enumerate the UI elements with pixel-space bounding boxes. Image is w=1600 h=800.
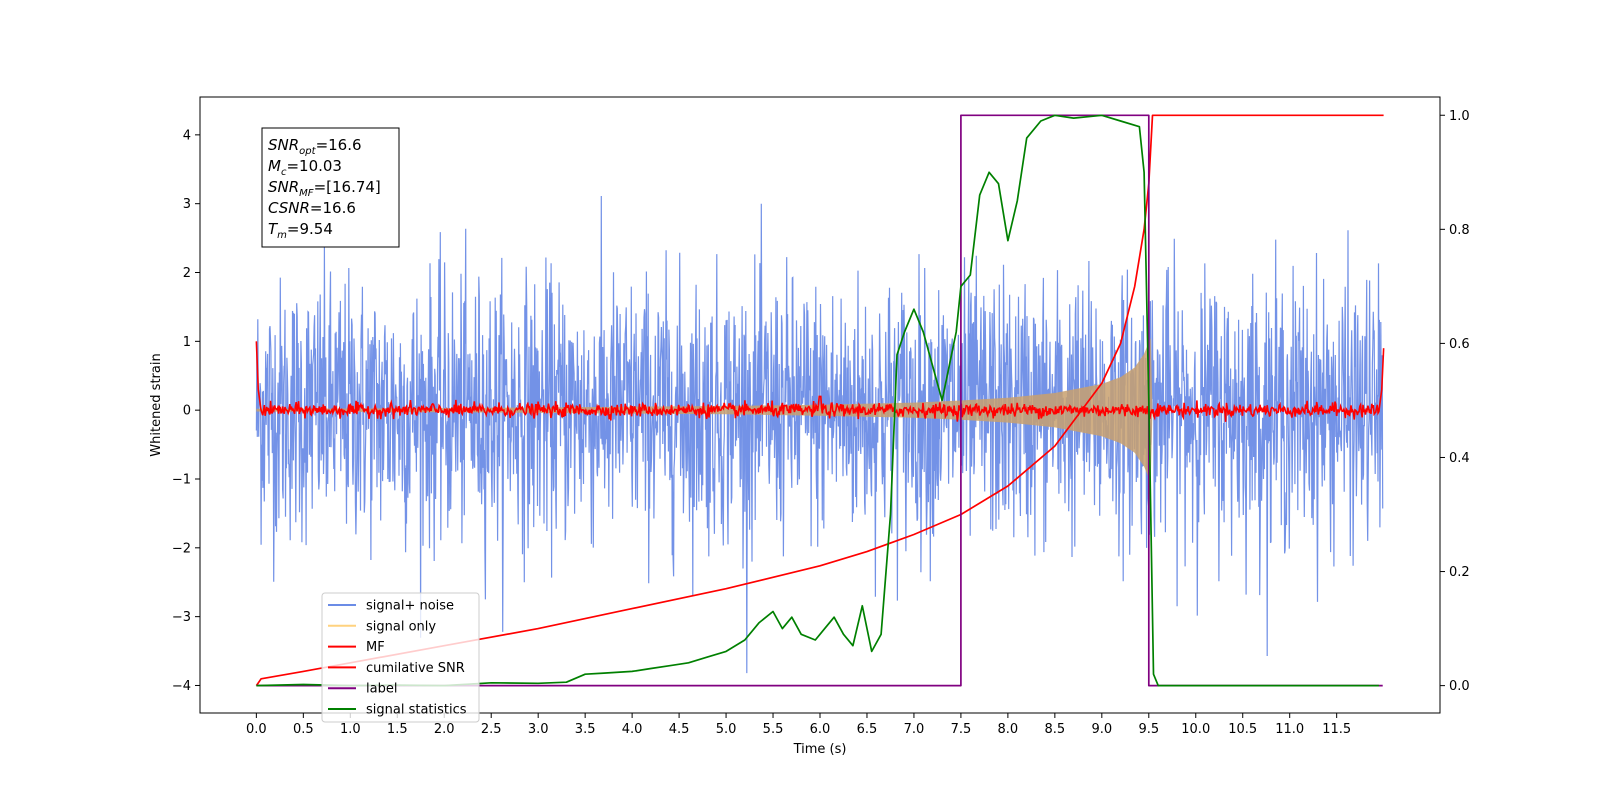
annotation-line: CSNR=16.6 [268,199,356,217]
x-tick-label: 1.5 [387,722,408,737]
legend-entry: MF [366,640,385,655]
x-tick-label: 11.5 [1322,722,1351,737]
y-right-tick-label: 0.6 [1449,337,1470,352]
signal-statistics-series [256,114,1379,687]
stats-annotation-box: SNRopt=16.6Mc=10.03SNRMF=[16.74]CSNR=16.… [261,127,400,248]
legend-frame [321,592,480,723]
x-tick-label: 5.0 [716,722,737,737]
x-tick-label: 2.5 [481,722,502,737]
signal-statistics-line [256,114,1379,687]
signal-plus-noise-series [255,195,1384,674]
y-left-tick-label: −4 [172,679,191,694]
y-axis-left-label: Whitened strain [149,353,164,456]
x-tick-label: 10.0 [1181,722,1210,737]
x-tick-label: 5.5 [763,722,784,737]
y-right-tick-label: 1.0 [1449,109,1470,124]
annotation-line: SNRMF=[16.74] [268,178,381,199]
x-axis-label: Time (s) [793,742,847,757]
legend-entry: label [366,682,397,697]
y-left-tick-label: 1 [183,335,191,350]
y-left-tick-label: 0 [183,404,191,419]
annotation-line: Tm=9.54 [268,220,333,241]
x-tick-label: 7.5 [951,722,972,737]
y-left-tick-label: −3 [172,610,191,625]
y-left-tick-label: −2 [172,541,191,556]
legend-entry: signal only [366,619,436,634]
x-tick-label: 10.5 [1228,722,1257,737]
y-axis-left: 4 3 2 1 0 −1 −2 −3 −4 [172,128,200,694]
x-axis: 0.0 0.5 1.0 1.5 2.0 2.5 3.0 3.5 4.0 4.5 5.0 5.5 6.0 6… [246,713,1351,737]
x-tick-label: 7.0 [904,722,925,737]
legend-entry: signal statistics [366,703,467,718]
mf-line [255,341,1385,422]
y-right-tick-label: 0.4 [1449,451,1470,466]
x-tick-label: 9.0 [1091,722,1112,737]
x-tick-label: 6.5 [857,722,878,737]
y-left-tick-label: 3 [183,197,191,212]
mf-series [255,341,1385,422]
annotation-frame [261,127,400,248]
x-tick-label: 3.5 [575,722,596,737]
y-right-tick-label: 0.2 [1449,565,1470,580]
y-right-tick-label: 0.8 [1449,223,1470,238]
x-tick-label: 2.0 [434,722,455,737]
x-tick-label: 0.5 [293,722,314,737]
signal-plus-noise-line [255,195,1384,674]
x-tick-label: 3.0 [528,722,549,737]
legend: signal+ noise signal only MF cumilative SNR… [321,592,480,723]
x-tick-label: 0.0 [246,722,267,737]
y-left-tick-label: −1 [172,472,191,487]
x-tick-label: 6.0 [810,722,831,737]
x-tick-label: 8.0 [998,722,1019,737]
legend-entry: cumilative SNR [366,661,465,676]
y-right-tick-label: 0.0 [1449,679,1470,694]
annotation-line: SNRopt=16.6 [268,136,362,157]
x-tick-label: 8.5 [1045,722,1066,737]
x-tick-label: 4.5 [669,722,690,737]
x-tick-label: 11.0 [1275,722,1304,737]
x-tick-label: 4.0 [622,722,643,737]
x-tick-label: 1.0 [340,722,361,737]
annotation-line: Mc=10.03 [268,157,342,178]
y-left-tick-label: 2 [183,266,191,281]
x-tick-label: 9.5 [1138,722,1159,737]
y-axis-right: 1.0 0.8 0.6 0.4 0.2 0.0 [1440,109,1470,694]
y-left-tick-label: 4 [183,128,191,143]
legend-entry: signal+ noise [366,599,454,614]
